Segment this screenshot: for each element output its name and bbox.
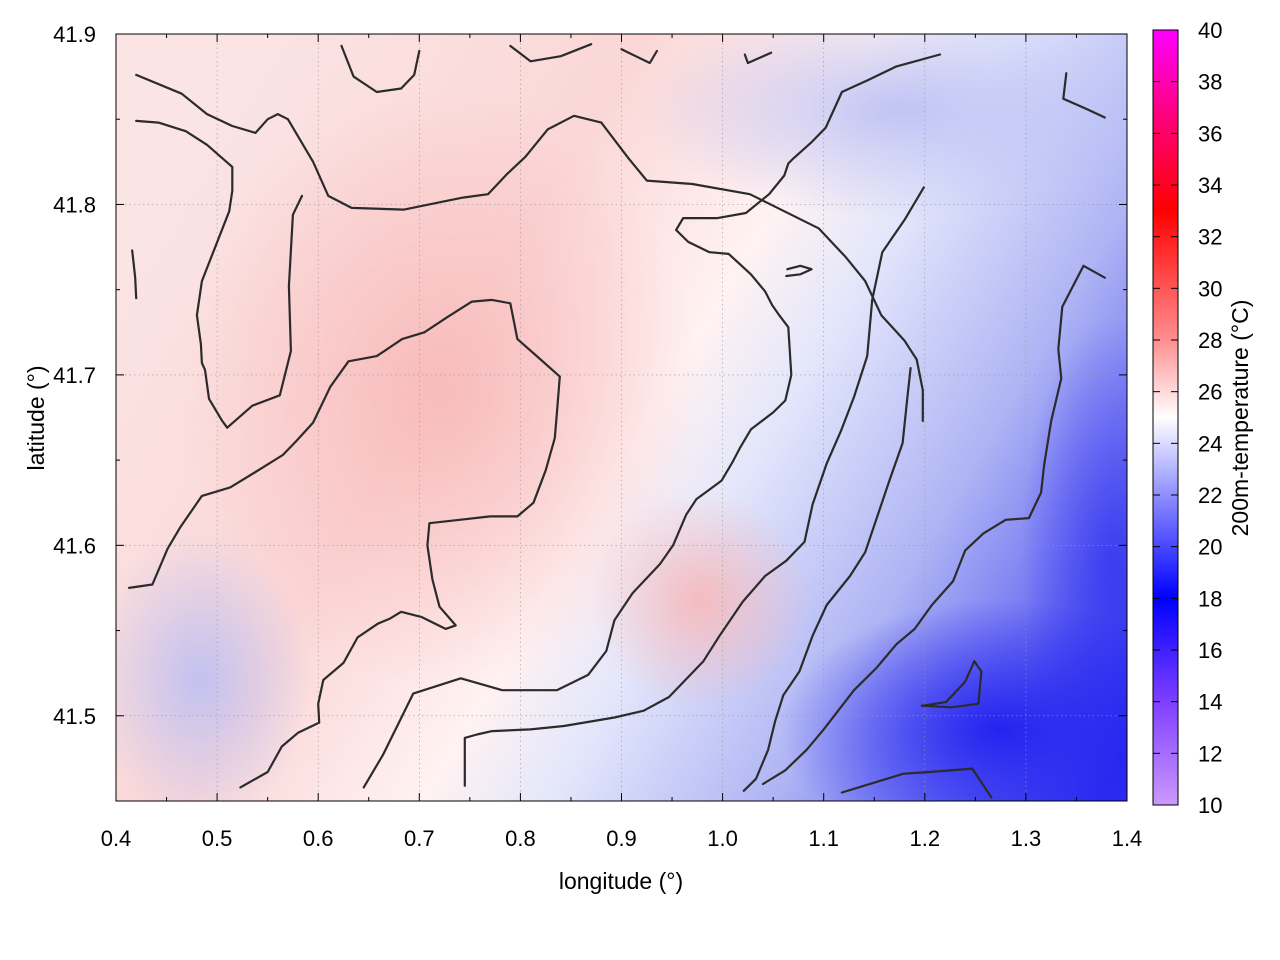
colorbar-tick-label: 16 [1198, 638, 1222, 663]
x-tick-label: 1.1 [808, 826, 839, 851]
contour-line [362, 53, 942, 789]
y-tick-label: 41.6 [53, 533, 96, 558]
contour-line [131, 249, 138, 300]
colorbar-tick-label: 30 [1198, 276, 1222, 301]
colorbar-tick-label: 32 [1198, 225, 1222, 250]
x-tick-label: 0.9 [606, 826, 637, 851]
x-tick-label: 0.4 [101, 826, 132, 851]
colorbar-tick-label: 26 [1198, 380, 1222, 405]
x-tick-label: 0.8 [505, 826, 536, 851]
colorbar-tick-label: 36 [1198, 121, 1222, 146]
colorbar-tick-label: 40 [1198, 18, 1222, 43]
colorbar-tick-label: 18 [1198, 586, 1222, 611]
x-axis: 0.4 0.5 0.6 0.7 0.8 0.9 1.0 1.1 1.2 1.3 1.4 [101, 34, 1143, 851]
colorbar-tick-label: 24 [1198, 431, 1222, 456]
y-axis-label: latitude (°) [23, 365, 49, 470]
colorbar-gradient [1153, 30, 1178, 805]
contour-line [135, 119, 304, 429]
colorbar-tick-label: 34 [1198, 173, 1222, 198]
colorbar-tick-label: 28 [1198, 328, 1222, 353]
heatmap-field [116, 34, 1127, 801]
contour-line [128, 298, 561, 789]
contour-line [742, 367, 912, 792]
contour-line [743, 51, 773, 65]
colorbar-tick-label: 22 [1198, 483, 1222, 508]
contour-line [840, 767, 993, 799]
grid-lines [116, 34, 1127, 801]
x-tick-label: 1.3 [1011, 826, 1042, 851]
colorbar-tick-label: 12 [1198, 741, 1222, 766]
cool-north-region [640, 34, 1127, 220]
x-tick-label: 0.5 [202, 826, 233, 851]
y-axis: 41.5 41.6 41.7 41.8 41.9 [53, 22, 1127, 729]
contour-line [463, 186, 925, 787]
contour-line [135, 73, 924, 422]
y-tick-label: 41.9 [53, 22, 96, 47]
x-tick-label: 1.0 [707, 826, 738, 851]
colorbar-tick-label: 10 [1198, 793, 1222, 818]
cool-west-region [116, 530, 310, 801]
x-tick-label: 1.4 [1112, 826, 1143, 851]
contour-line [1062, 72, 1106, 119]
y-tick-label: 41.7 [53, 363, 96, 388]
colorbar-tick-label: 14 [1198, 690, 1222, 715]
contour-line [920, 660, 983, 709]
x-tick-label: 0.6 [303, 826, 334, 851]
x-tick-label: 0.7 [404, 826, 435, 851]
contour-line [785, 264, 813, 278]
colorbar-frame [1152, 29, 1179, 806]
cold-east-region [1020, 320, 1127, 800]
x-axis-label: longitude (°) [559, 868, 683, 894]
warm-south-region [590, 490, 810, 710]
contour-line [620, 48, 659, 65]
warm-core-region [180, 90, 700, 690]
y-tick-label: 41.8 [53, 192, 96, 217]
colorbar-label: 200m-temperature (°C) [1227, 300, 1253, 537]
colorbar: 10 12 14 16 18 20 22 24 26 28 30 32 34 36 38 40 200m-te… [1152, 18, 1253, 818]
colorbar-ticks: 10 12 14 16 18 20 22 24 26 28 30 32 34 36 38 40 [1153, 18, 1222, 818]
x-tick-label: 1.2 [910, 826, 941, 851]
colorbar-tick-label: 20 [1198, 535, 1222, 560]
contour-line [340, 44, 421, 94]
y-tick-label: 41.5 [53, 704, 96, 729]
contour-line [761, 264, 1106, 786]
colorbar-tick-label: 38 [1198, 70, 1222, 95]
contour-lines [128, 43, 1106, 799]
contour-line [509, 43, 593, 63]
